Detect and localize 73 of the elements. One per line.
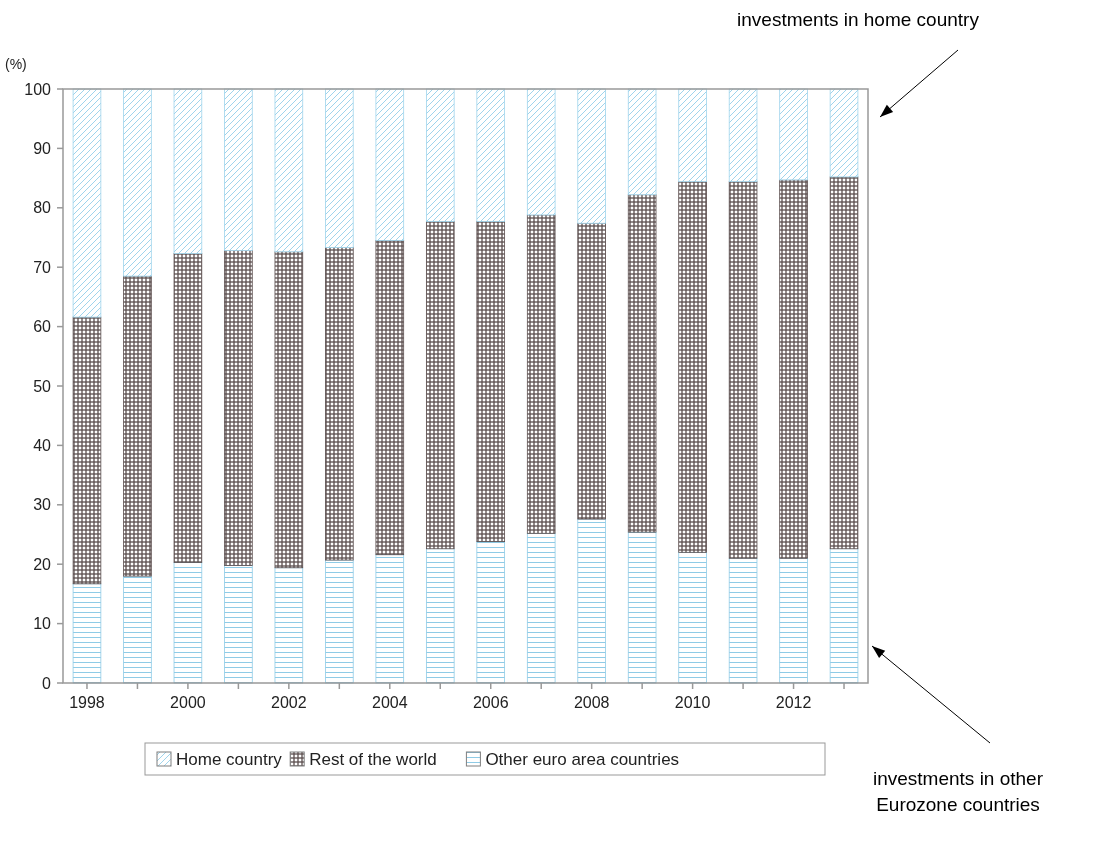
bar (274, 88, 304, 253)
bar (375, 240, 405, 556)
bar (476, 221, 506, 543)
legend-label: Rest of the world (309, 749, 437, 769)
bar (779, 557, 808, 684)
bar (72, 583, 102, 684)
x-tick-label: 1998 (69, 694, 105, 711)
y-axis-title: (%) (5, 56, 27, 72)
bar (224, 88, 253, 251)
bar (829, 176, 859, 550)
text: investments in home country (737, 9, 980, 30)
x-tick-label: 2012 (775, 694, 812, 711)
bar (728, 181, 758, 559)
bar (72, 88, 102, 318)
bar (577, 88, 606, 224)
bar (375, 88, 405, 241)
x-tick-label: 2004 (372, 694, 408, 711)
bar (627, 531, 657, 684)
bar (325, 88, 354, 248)
bar (375, 554, 405, 684)
bar (728, 88, 758, 183)
y-tick-label: 50 (33, 377, 52, 395)
bar (72, 316, 102, 585)
y-tick-label: 20 (33, 555, 52, 573)
bar (779, 179, 808, 559)
y-tick-label: 0 (42, 674, 52, 692)
bar (627, 88, 657, 196)
x-tick-label: 2002 (271, 694, 307, 711)
x-tick-label: 2010 (674, 694, 711, 711)
bar (577, 518, 606, 684)
bar (476, 88, 506, 222)
bar (526, 532, 556, 684)
bar (678, 88, 707, 183)
legend-label: Other euro area countries (485, 749, 680, 769)
bar (325, 559, 354, 684)
bar (224, 250, 253, 566)
bar (678, 181, 707, 553)
bar (425, 88, 455, 222)
y-tick-label: 80 (33, 199, 52, 217)
y-tick-label: 60 (33, 318, 52, 336)
bar (476, 541, 506, 684)
bar (425, 221, 455, 550)
y-tick-label: 40 (33, 437, 52, 454)
bar (274, 567, 304, 684)
y-tick-label: 30 (33, 496, 52, 514)
y-tick-label: 90 (33, 140, 52, 157)
bar (123, 88, 152, 277)
bar (325, 247, 354, 561)
text: investments in other Eurozone countries (872, 768, 1044, 815)
bar (829, 548, 859, 684)
bar (173, 253, 203, 563)
x-tick-label: 2000 (170, 694, 206, 711)
y-tick-label: 70 (33, 258, 52, 276)
bar (173, 88, 203, 254)
bar (274, 251, 304, 569)
x-tick-label: 2008 (573, 694, 610, 711)
y-tick-label: 10 (33, 615, 52, 633)
bar (577, 222, 606, 520)
y-tick-label: 100 (24, 80, 52, 98)
bar (425, 548, 455, 684)
x-tick-label: 2006 (472, 694, 509, 711)
bar (627, 194, 657, 533)
bar (728, 557, 758, 684)
bar (224, 564, 253, 684)
bar (123, 575, 152, 684)
bar (829, 88, 859, 178)
bar (678, 551, 707, 684)
bar (526, 214, 556, 534)
bar (173, 562, 203, 684)
bar (123, 275, 152, 577)
bar (526, 88, 556, 216)
legend-label: Home country (176, 749, 283, 769)
bar (779, 88, 808, 181)
